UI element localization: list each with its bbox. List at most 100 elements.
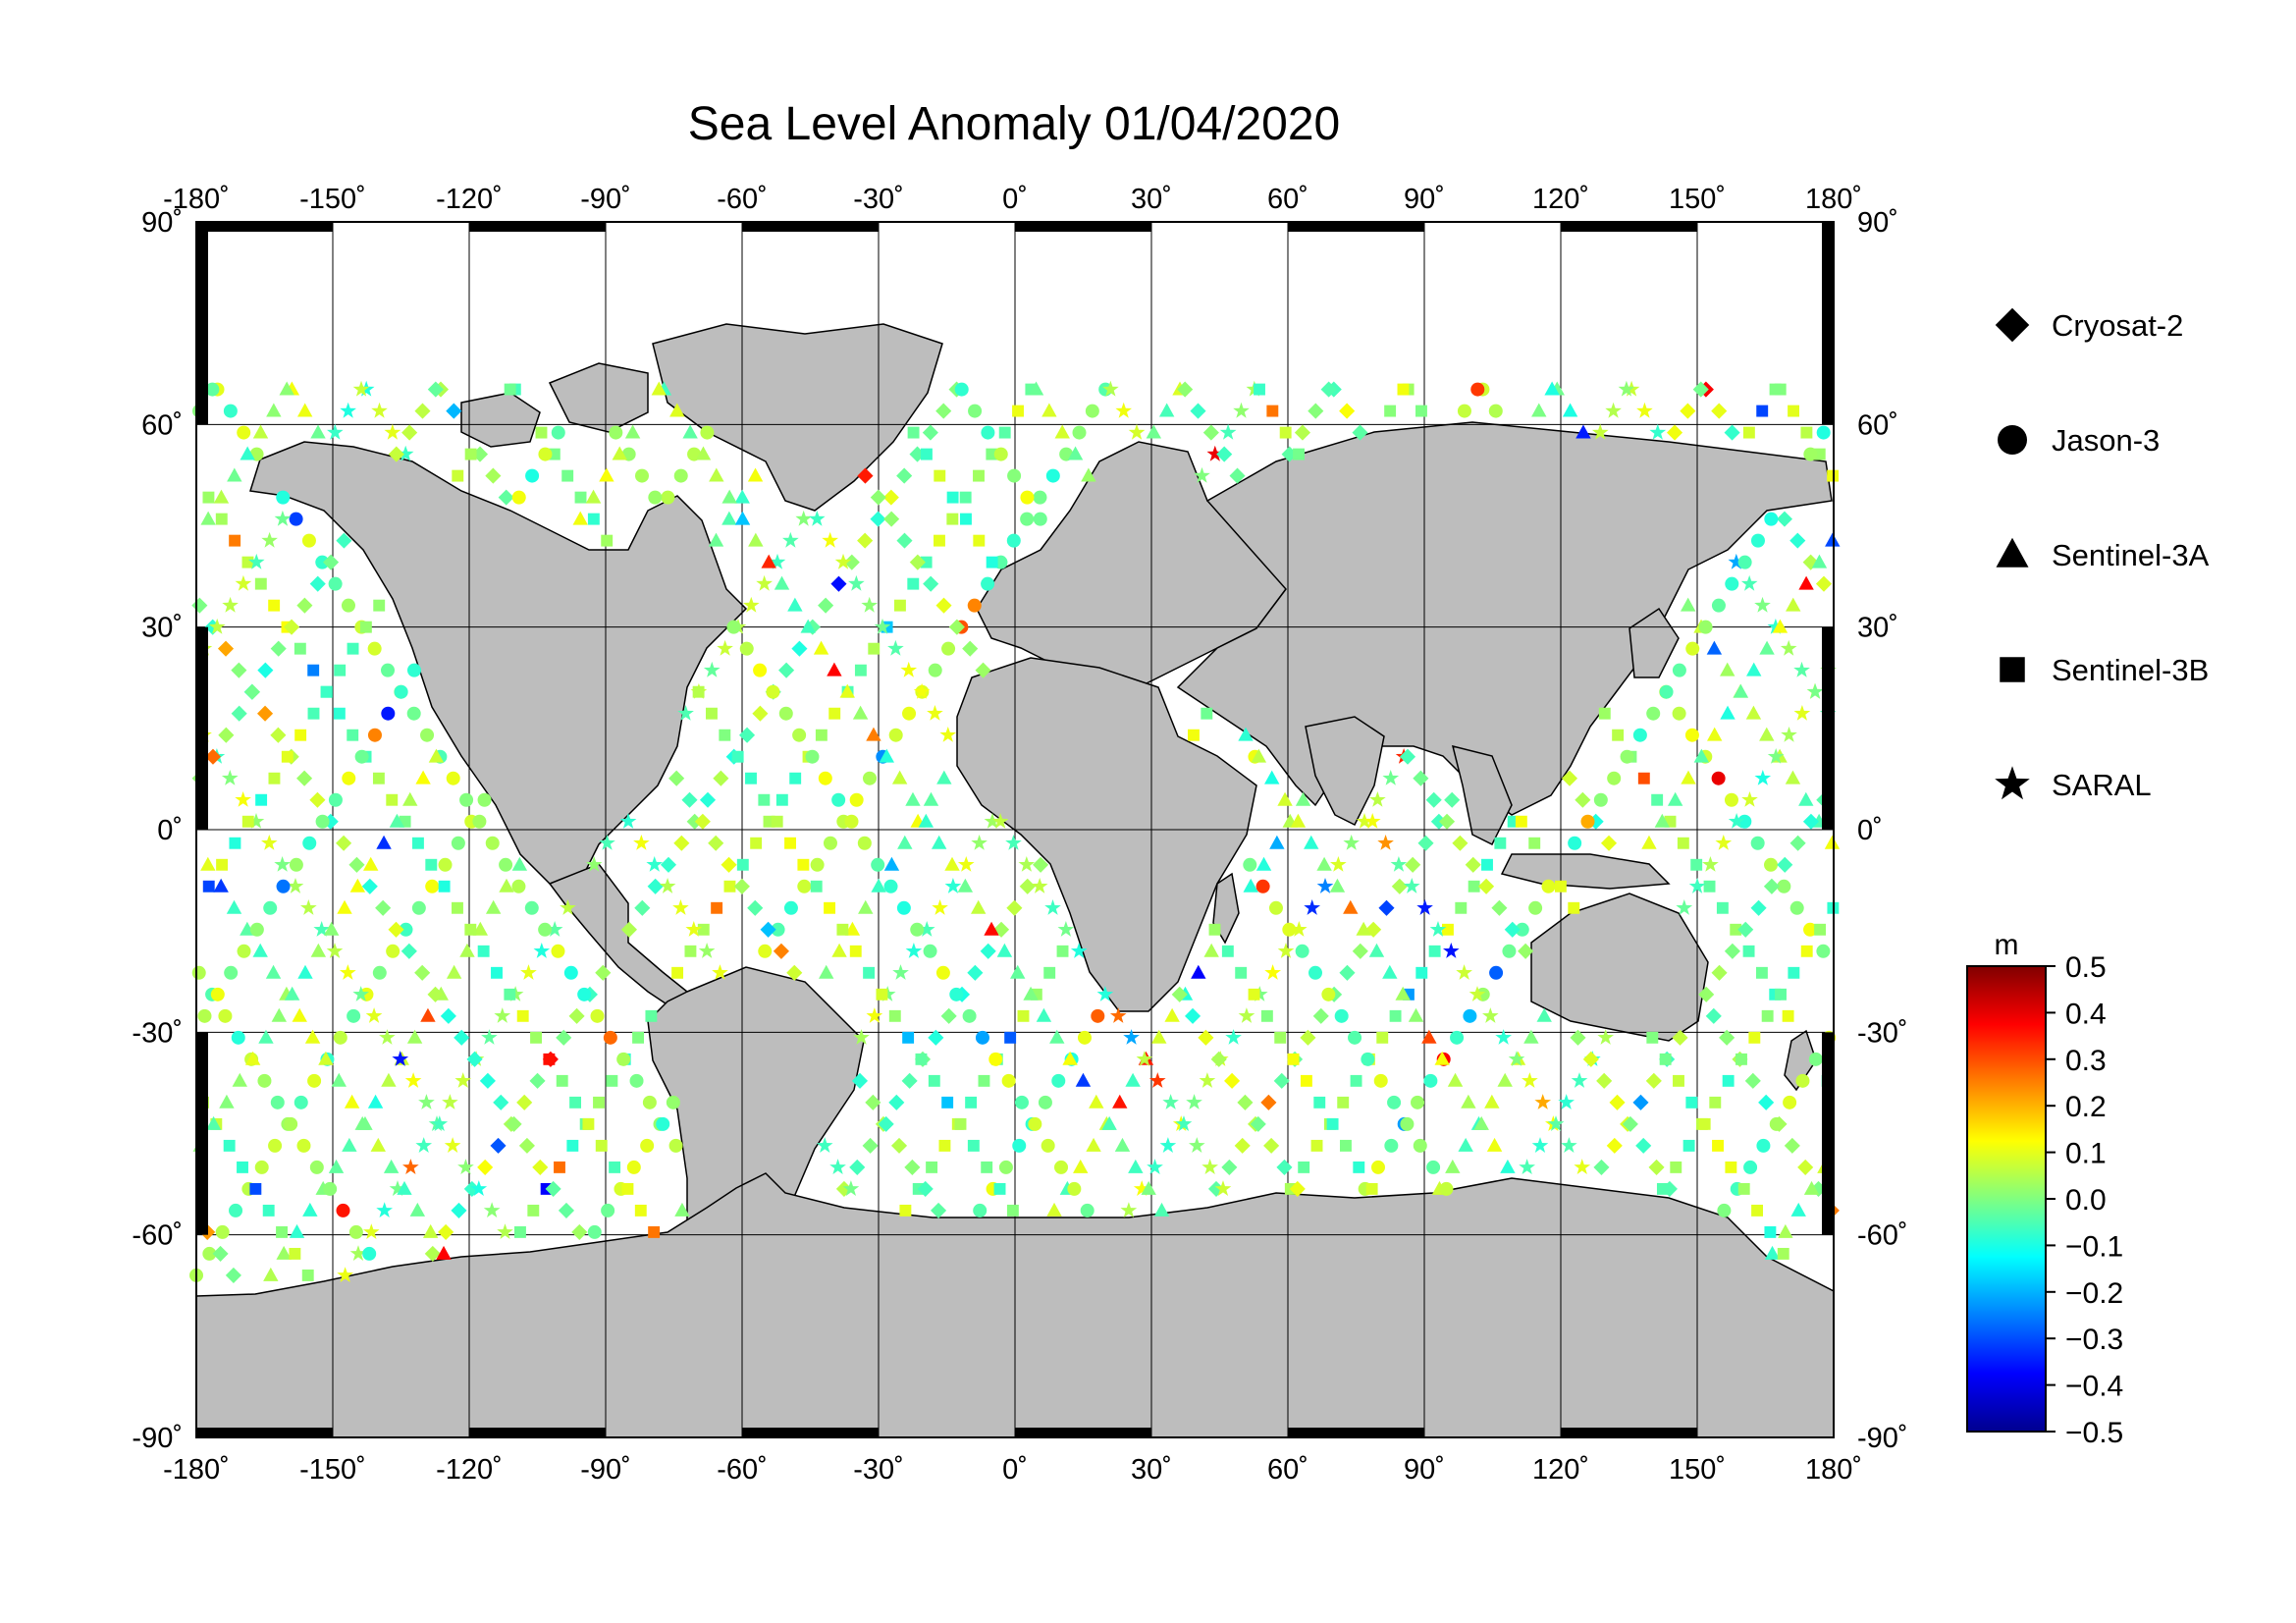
track-symbol-triangle [866, 727, 881, 741]
track-symbol-diamond [1680, 403, 1696, 419]
lat-tick-label: 90˚ [1857, 207, 1898, 239]
track-symbol-circle [263, 900, 278, 915]
track-symbol-square [965, 1096, 978, 1109]
track-symbol-circle [459, 792, 474, 807]
track-symbol-triangle [1500, 1159, 1516, 1173]
track-symbol-square [1300, 1074, 1312, 1087]
track-symbol-diamond [778, 662, 795, 678]
track-symbol-diamond [901, 1072, 918, 1089]
track-symbol-triangle [323, 921, 340, 936]
track-symbol-square [1293, 448, 1305, 460]
track-symbol-square [920, 556, 933, 568]
track-symbol-square [1730, 923, 1742, 936]
track-symbol-circle [634, 468, 649, 483]
track-symbol-circle [1423, 1073, 1438, 1088]
track-symbol-circle [1373, 1073, 1388, 1088]
track-symbol-diamond [1724, 943, 1740, 959]
lon-tick-label: 30˚ [1131, 1454, 1172, 1486]
track-symbol-triangle [266, 403, 282, 417]
track-symbol-square [1389, 1009, 1402, 1022]
track-symbol-square [719, 729, 731, 741]
track-symbol-triangle [1368, 943, 1385, 957]
track-symbol-circle [1085, 404, 1099, 418]
track-symbol-star [1676, 899, 1693, 915]
track-symbol-triangle [1720, 705, 1735, 720]
track-symbol-diamond [1692, 381, 1709, 398]
track-symbol-diamond [857, 467, 874, 484]
track-symbol-diamond [1444, 791, 1461, 808]
track-symbol-diamond [485, 467, 502, 484]
track-symbol-square [229, 534, 241, 547]
track-symbol-diamond [1797, 1159, 1814, 1175]
track-symbol-star [585, 856, 603, 872]
track-symbol-triangle [1720, 662, 1735, 676]
track-symbol-star [1715, 835, 1733, 850]
track-symbol-square [1507, 815, 1520, 828]
track-symbol-star [816, 1137, 833, 1153]
track-symbol-square [1201, 707, 1213, 720]
track-symbol-circle [668, 1138, 683, 1153]
colorbar-gradient [1966, 965, 2047, 1433]
track-symbol-circle [229, 1203, 243, 1217]
track-symbol-circle [1334, 1008, 1349, 1023]
track-symbol-square [671, 966, 684, 979]
track-symbol-triangle [200, 511, 216, 525]
track-symbol-diamond [1352, 424, 1368, 441]
track-symbol-star [483, 1202, 501, 1217]
track-symbol-star [756, 574, 773, 591]
track-symbol-circle [563, 965, 578, 980]
track-symbol-diamond [1405, 856, 1421, 873]
track-symbol-triangle [721, 489, 737, 504]
track-symbol-diamond [940, 1007, 957, 1024]
track-symbol-square [574, 491, 587, 504]
track-symbol-diamond [851, 1072, 869, 1089]
track-symbol-star [1005, 835, 1022, 850]
track-symbol-circle [1450, 1030, 1465, 1045]
track-symbol-circle [1711, 598, 1726, 613]
track-symbol-circle [1816, 425, 1831, 440]
track-symbol-triangle [213, 878, 229, 893]
track-symbol-circle [771, 922, 785, 937]
track-symbol-circle [511, 490, 526, 505]
track-symbol-square [1313, 1096, 1326, 1109]
track-symbol-diamond [1237, 1094, 1254, 1110]
track-symbol-star [633, 835, 650, 850]
track-symbol-circle [362, 1246, 377, 1261]
track-symbol-star [809, 510, 826, 526]
track-symbol-diamond [309, 791, 326, 808]
track-symbol-diamond [1033, 856, 1049, 873]
track-symbol-triangle [1759, 727, 1775, 741]
track-symbol-square [920, 448, 933, 460]
track-symbol-circle [1764, 857, 1779, 872]
track-symbol-star [698, 943, 716, 958]
track-symbol-circle [1750, 533, 1765, 548]
track-symbol-star [1120, 1202, 1138, 1217]
track-symbol-diamond [1019, 878, 1036, 894]
track-symbol-square [535, 426, 548, 439]
track-symbol-diamond [1667, 424, 1683, 441]
track-symbol-diamond [1705, 1007, 1722, 1024]
track-symbol-triangle [227, 467, 242, 482]
track-symbol-star [1754, 596, 1771, 613]
track-symbol-diamond [773, 943, 789, 959]
track-symbol-diamond [556, 1029, 572, 1046]
track-symbol-diamond [1661, 1180, 1678, 1197]
track-symbol-triangle [858, 899, 874, 914]
track-symbol-star [743, 596, 760, 613]
colorbar-tick-label: 0.3 [2065, 1045, 2107, 1077]
lon-tick-label: 0˚ [1002, 184, 1028, 215]
track-symbol-triangle [1447, 1072, 1464, 1087]
track-symbol-circle [1489, 965, 1504, 980]
lon-tick-label: -150˚ [299, 1454, 366, 1486]
lat-tick-label: 30˚ [141, 613, 183, 644]
track-symbol-triangle [905, 791, 921, 806]
track-symbol-circle [538, 447, 553, 461]
track-symbol-star [685, 921, 703, 937]
track-symbol-star [1754, 770, 1772, 785]
track-symbol-diamond [1711, 964, 1728, 981]
track-symbol-circle [1255, 879, 1270, 893]
track-symbol-circle [673, 468, 688, 483]
track-symbol-diamond [388, 446, 404, 462]
track-symbol-square [464, 448, 477, 460]
track-symbol-triangle [415, 770, 431, 784]
